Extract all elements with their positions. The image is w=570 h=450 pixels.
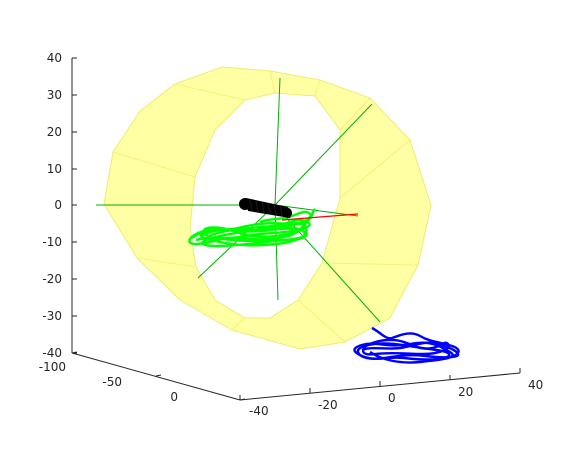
z-tick-label: 10: [47, 162, 62, 176]
x-tick-label: -20: [318, 398, 338, 412]
support-line: [274, 204, 279, 301]
support-line: [274, 103, 373, 206]
x-tick-label: -40: [249, 404, 269, 418]
y-tick-label: -100: [39, 360, 66, 374]
z-tick-label: -20: [42, 272, 62, 286]
y-axis-line: [71, 352, 241, 401]
z-tick-label: 20: [47, 125, 62, 139]
projection-path: [362, 338, 450, 356]
trajectory-blue: [353, 326, 460, 364]
support-line: [274, 204, 359, 217]
body-stripes: [249, 199, 283, 217]
body-shape: [246, 198, 290, 218]
z-tick-labels: 40 30 20 10 0 -10 -20 -30 -40: [42, 51, 62, 360]
x-tick-labels: -40 -20 0 20 40: [249, 378, 543, 418]
x-tick-label: 0: [388, 391, 396, 405]
cylinder-facets: [112, 70, 419, 343]
tick-marks: [71, 57, 521, 401]
x-axis-line: [239, 372, 521, 401]
x-tick-label: 20: [458, 385, 473, 399]
trajectory-path: [199, 221, 308, 243]
z-tick-label: 30: [47, 88, 62, 102]
cylinder: [103, 66, 432, 350]
trajectory-green: [188, 208, 316, 248]
y-tick-label: -50: [102, 375, 122, 389]
direction-vector: [281, 213, 359, 221]
z-tick-label: 0: [54, 198, 62, 212]
body-end-cap: [284, 208, 292, 218]
body-end-cap: [239, 198, 251, 210]
support-line: [274, 77, 281, 206]
x-tick-label: 40: [528, 378, 543, 392]
z-tick-label: -40: [42, 346, 62, 360]
y-tick-label: 0: [170, 390, 178, 404]
z-tick-label: -10: [42, 235, 62, 249]
body: [239, 198, 292, 218]
trajectory-path: [249, 210, 312, 234]
z-tick-label: 40: [47, 51, 62, 65]
z-tick-label: -30: [42, 309, 62, 323]
y-tick-labels: -100 -50 0: [39, 360, 178, 404]
